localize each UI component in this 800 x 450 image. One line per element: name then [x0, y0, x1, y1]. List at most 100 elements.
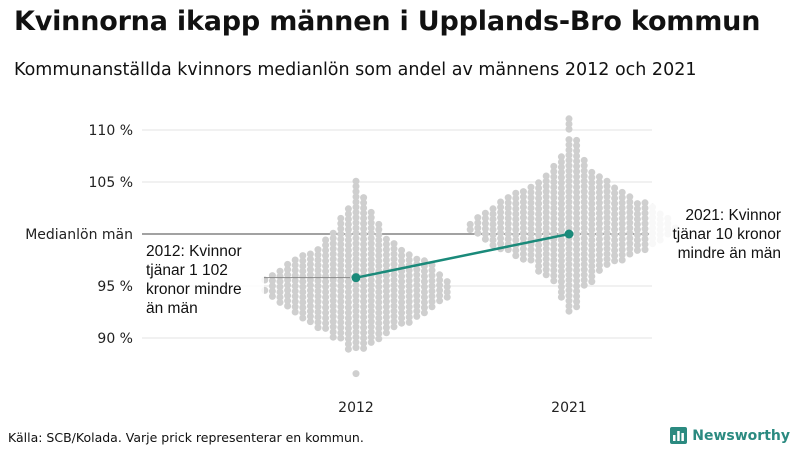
dot-2021 [626, 219, 634, 227]
dot-2021 [535, 267, 543, 275]
dot-2021 [527, 183, 535, 191]
dot-2012 [291, 292, 299, 300]
dot-2021 [497, 224, 505, 232]
dot-2021 [519, 214, 527, 222]
dot-2021 [588, 168, 596, 176]
dot-2021 [588, 272, 596, 280]
dot-2012 [344, 220, 352, 228]
dot-2012 [382, 292, 390, 300]
dot-2021 [527, 214, 535, 222]
dot-2012 [420, 272, 428, 280]
dot-2012 [337, 266, 345, 274]
dot-2021 [588, 179, 596, 187]
dot-2012 [314, 292, 322, 300]
dot-2021 [519, 219, 527, 227]
dot-2012 [382, 272, 390, 280]
dot-2021 [573, 162, 581, 170]
dot-2021 [573, 214, 581, 222]
dot-2021 [481, 220, 489, 228]
dot-2021 [633, 210, 641, 218]
dot-2021 [565, 255, 573, 263]
dot-2021 [565, 245, 573, 253]
dot-2012 [367, 302, 375, 310]
dot-2012 [367, 333, 375, 341]
dot-2012 [436, 276, 444, 284]
dot-2012 [398, 272, 406, 280]
dot-2012 [398, 319, 406, 327]
dot-2021 [626, 198, 634, 206]
dot-2012 [375, 288, 383, 296]
dot-2021 [550, 251, 558, 259]
dot-2021 [519, 245, 527, 253]
dot-2012 [413, 307, 421, 315]
dot-2012 [428, 287, 436, 295]
dot-2012 [367, 286, 375, 294]
dot-2021 [550, 162, 558, 170]
dot-2012 [390, 271, 398, 279]
dot-2012 [367, 297, 375, 305]
dot-2012 [375, 246, 383, 254]
dot-2012 [390, 292, 398, 300]
dot-2021 [550, 194, 558, 202]
dot-2012 [344, 278, 352, 286]
dot-2021 [611, 231, 619, 239]
dot-2012 [375, 309, 383, 317]
dot-2012 [291, 256, 299, 264]
dot-2021 [527, 194, 535, 202]
dot-2021 [489, 226, 497, 234]
dot-2021 [611, 257, 619, 265]
dot-2012 [291, 266, 299, 274]
dot-2012 [360, 329, 368, 337]
dot-2021 [565, 214, 573, 222]
dot-2021 [565, 193, 573, 201]
dot-2021 [580, 245, 588, 253]
dot-2021 [557, 283, 565, 291]
dot-2021 [595, 251, 603, 259]
dot-2012 [291, 287, 299, 295]
brand[interactable]: Newsworthy [670, 427, 790, 444]
dot-2012 [360, 308, 368, 316]
dot-2021 [542, 219, 550, 227]
dot-2012 [329, 281, 337, 289]
dot-2012 [322, 309, 330, 317]
dot-2021 [497, 219, 505, 227]
dot-2021 [550, 266, 558, 274]
dot-2012 [360, 251, 368, 259]
dot-2021 [626, 234, 634, 242]
dot-2012 [337, 230, 345, 238]
dot-2021 [535, 200, 543, 208]
dot-2021 [550, 183, 558, 191]
dot-2012 [299, 309, 307, 317]
dot-2012 [382, 240, 390, 248]
dot-2012 [337, 261, 345, 269]
dot-2021 [626, 245, 634, 253]
dot-2012 [405, 298, 413, 306]
dot-2012 [360, 256, 368, 264]
dot-2021 [641, 225, 649, 233]
dot-2012 [322, 257, 330, 265]
dot-2012 [398, 246, 406, 254]
dot-2021 [573, 199, 581, 207]
dot-2012 [299, 257, 307, 265]
dot-2021 [580, 167, 588, 175]
dot-2012 [337, 277, 345, 285]
dot-2021 [595, 173, 603, 181]
dot-2021 [474, 219, 482, 227]
dot-2021 [565, 115, 573, 123]
dot-2021 [512, 231, 520, 239]
y-tick-label: 105 % [89, 175, 133, 191]
dot-2021 [565, 286, 573, 294]
dot-2012 [405, 308, 413, 316]
dot-2012 [390, 312, 398, 320]
dot-2021 [641, 235, 649, 243]
dot-2021 [542, 250, 550, 258]
dot-2021 [550, 261, 558, 269]
dot-2021 [557, 262, 565, 270]
dot-2021 [519, 224, 527, 232]
dot-2012 [337, 334, 345, 342]
source-note: Källa: SCB/Kolada. Varje prick represent… [8, 430, 364, 445]
dot-2012 [352, 292, 360, 300]
dot-2012 [352, 338, 360, 346]
dot-2021 [504, 194, 512, 202]
dot-2012 [413, 271, 421, 279]
